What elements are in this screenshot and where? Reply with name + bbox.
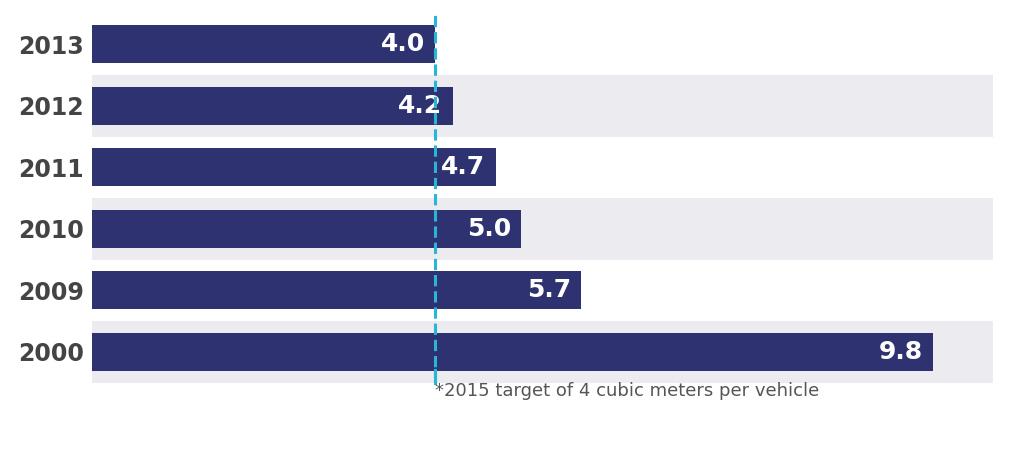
Bar bbox=[92, 321, 993, 382]
Bar bbox=[92, 271, 582, 309]
Text: 5.0: 5.0 bbox=[467, 217, 511, 241]
Text: *2015 target of 4 cubic meters per vehicle: *2015 target of 4 cubic meters per vehic… bbox=[435, 382, 819, 400]
Bar bbox=[92, 210, 521, 248]
Bar bbox=[92, 87, 453, 125]
Bar bbox=[92, 198, 993, 260]
Text: 5.7: 5.7 bbox=[527, 278, 571, 302]
Text: 4.7: 4.7 bbox=[441, 155, 485, 179]
Bar bbox=[92, 333, 933, 371]
Bar bbox=[92, 25, 435, 63]
Bar bbox=[92, 14, 993, 75]
Bar bbox=[92, 75, 993, 136]
Text: 4.0: 4.0 bbox=[381, 32, 425, 56]
Bar bbox=[92, 136, 993, 198]
Bar bbox=[92, 148, 496, 186]
Bar bbox=[92, 260, 993, 321]
Text: 4.2: 4.2 bbox=[398, 94, 442, 118]
Text: 9.8: 9.8 bbox=[879, 340, 923, 364]
